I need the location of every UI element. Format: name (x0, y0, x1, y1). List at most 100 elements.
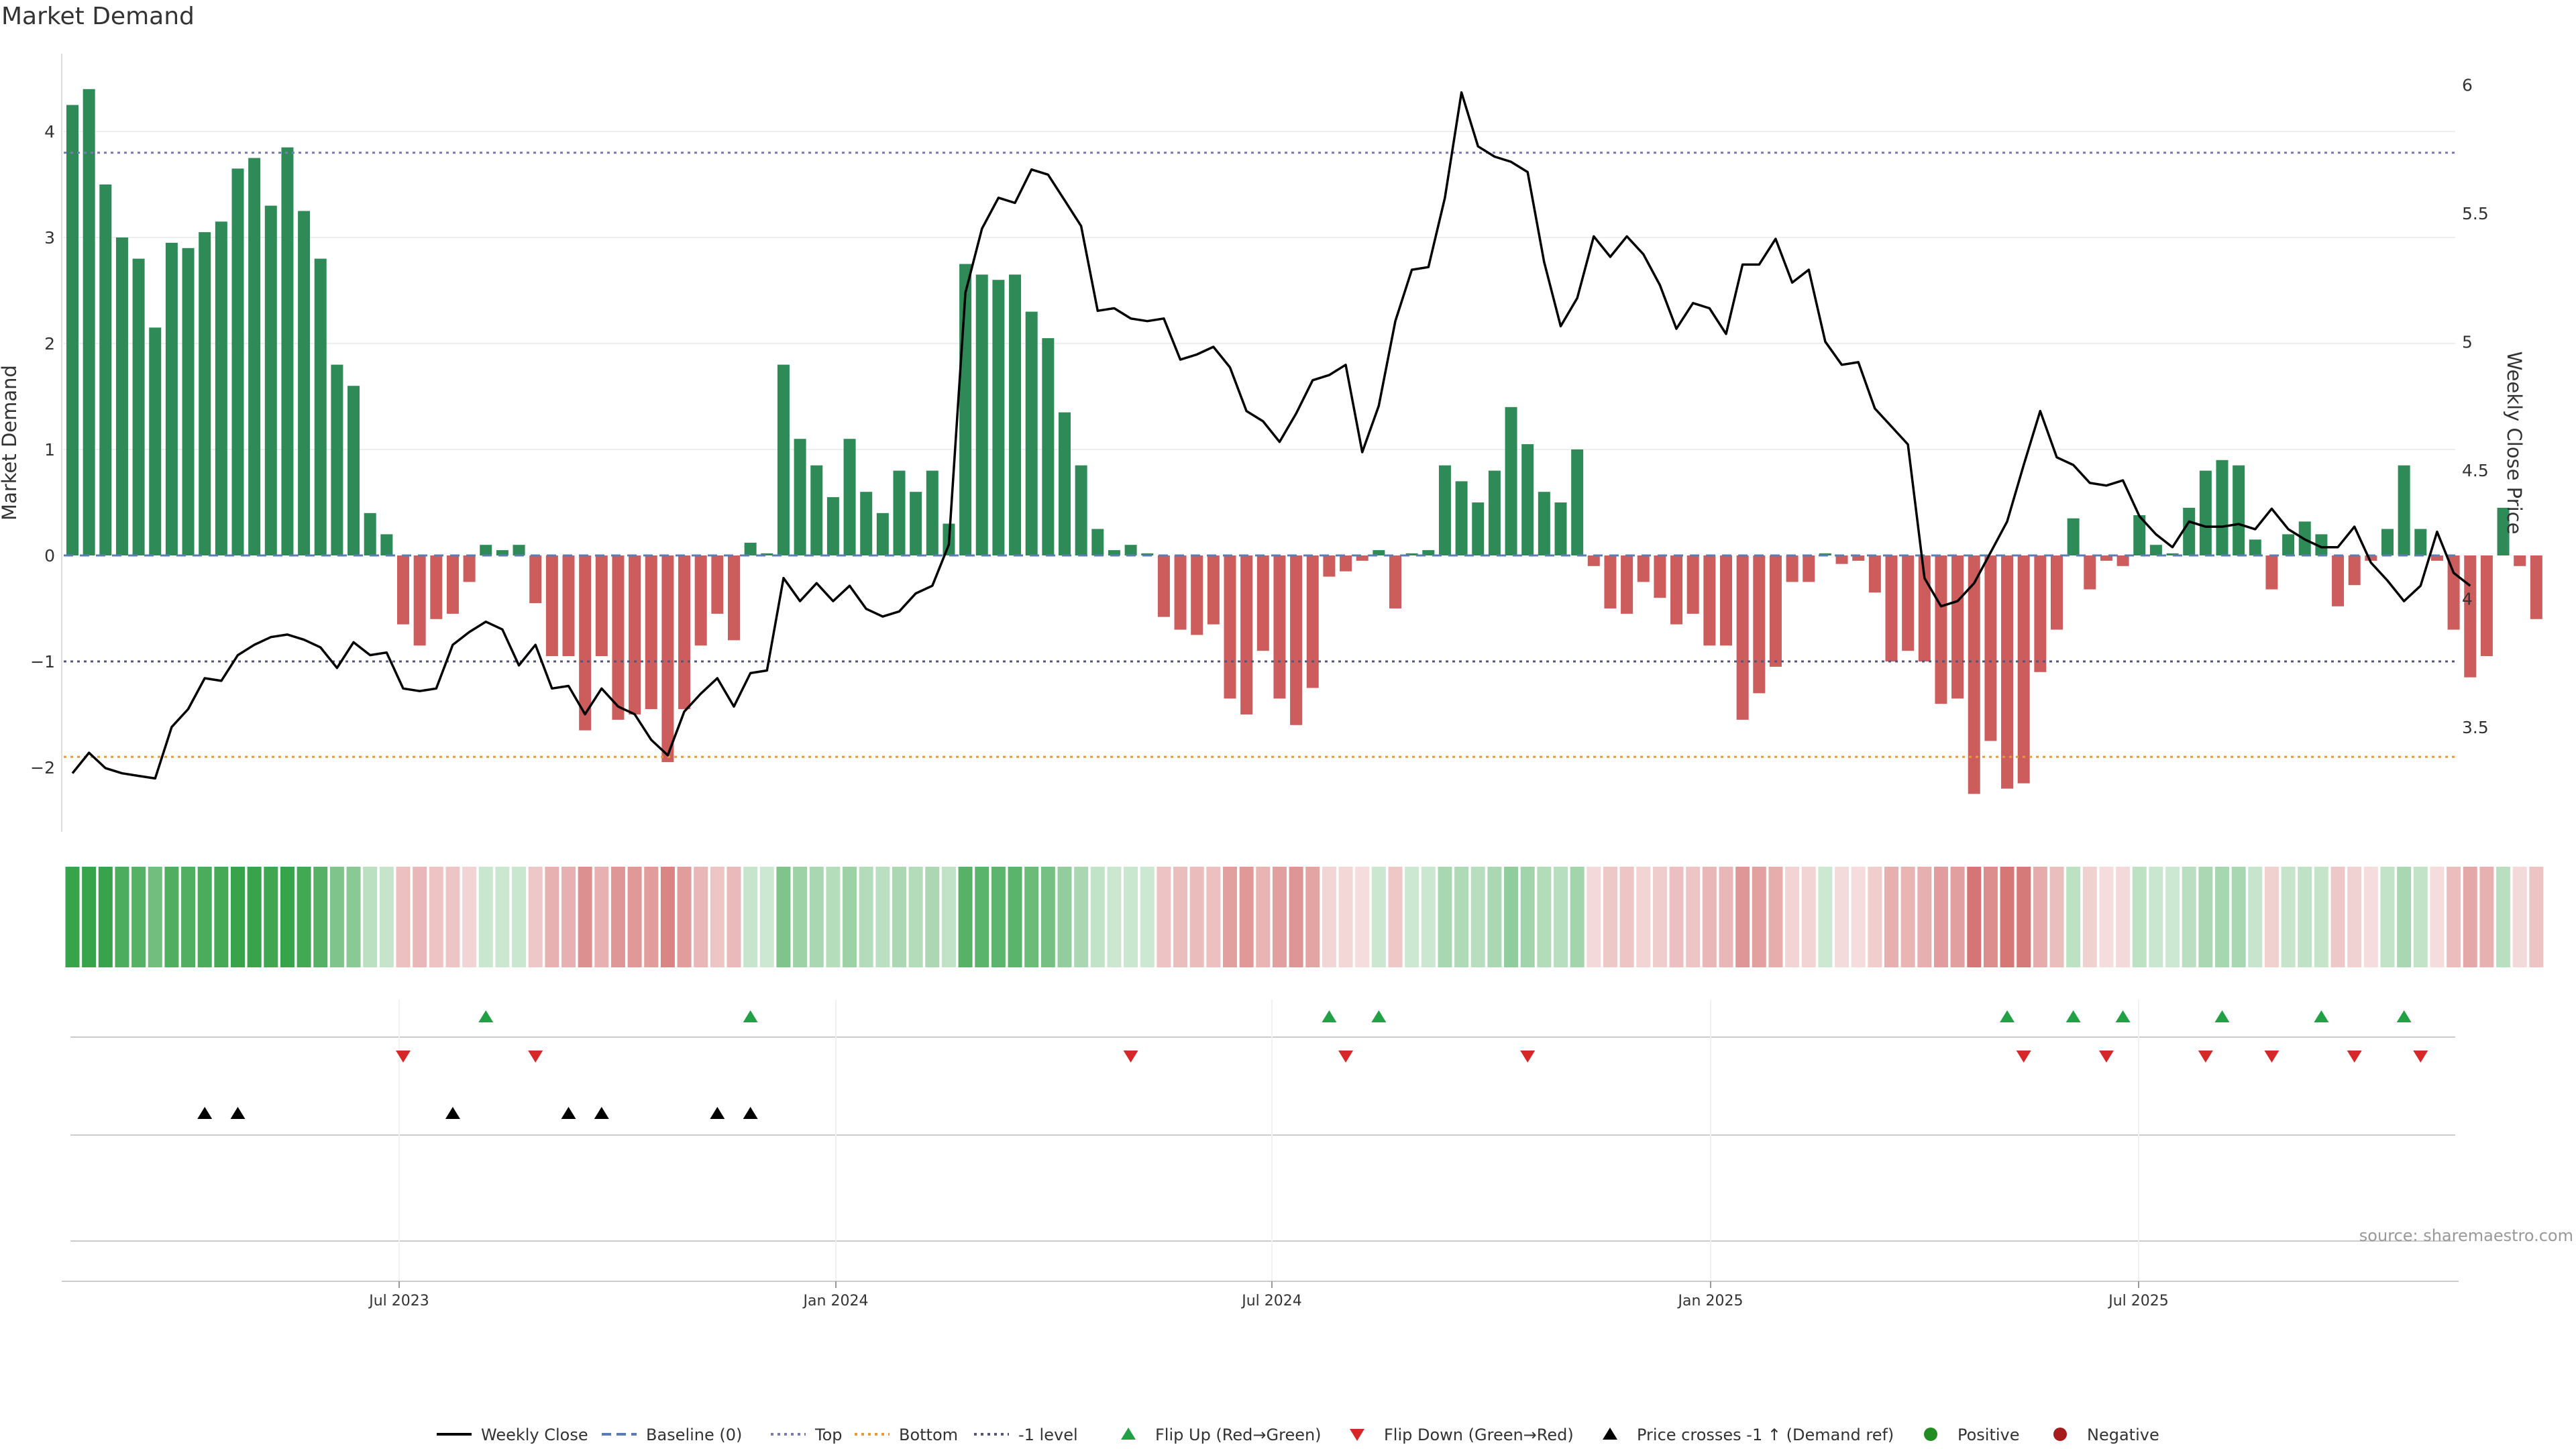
positive-demand-bar (1124, 545, 1137, 555)
positive-demand-bar (264, 205, 277, 556)
negative-demand-bar (2332, 555, 2345, 606)
y-left-tick-label: −1 (30, 652, 55, 672)
negative-demand-bar (2001, 555, 2014, 789)
positive-demand-bar (132, 258, 145, 555)
heat-cell (578, 867, 592, 967)
heat-cell (1917, 867, 1932, 967)
heat-cell (1454, 867, 1469, 967)
positive-demand-bar (2133, 515, 2146, 555)
heat-cell (2298, 867, 2312, 967)
heat-cell (2447, 867, 2461, 967)
positive-demand-bar (182, 248, 195, 555)
heat-cell (1520, 867, 1535, 967)
positive-demand-bar (860, 492, 873, 555)
positive-demand-bar (1538, 492, 1550, 555)
positive-demand-bar (975, 274, 988, 555)
negative-demand-bar (430, 555, 443, 619)
positive-demand-bar (199, 232, 211, 555)
positive-demand-bar (380, 534, 393, 555)
price-cross-marker (710, 1107, 725, 1119)
heat-cell (892, 867, 906, 967)
negative-demand-bar (2100, 555, 2112, 561)
positive-demand-bar (2067, 518, 2080, 555)
heat-cell (1272, 867, 1287, 967)
heat-cell (214, 867, 229, 967)
negative-demand-bar (2265, 555, 2278, 590)
positive-demand-bar (99, 184, 112, 555)
negative-demand-bar (1290, 555, 1303, 725)
heat-cell (2017, 867, 2031, 967)
y-right-tick-label: 4.5 (2462, 461, 2489, 480)
y-right-tick-label: 4 (2462, 589, 2473, 608)
positive-demand-bar (1521, 444, 1534, 555)
negative-demand-bar (397, 555, 409, 625)
positive-demand-bar (347, 386, 360, 555)
heat-cell (627, 867, 642, 967)
negative-demand-bar (661, 555, 674, 763)
negative-demand-bar (1224, 555, 1236, 699)
heat-cell (2165, 867, 2180, 967)
flip-up-marker (743, 1010, 758, 1022)
heat-cell (1057, 867, 1072, 967)
heat-cell (776, 867, 791, 967)
positive-demand-bar (1373, 550, 1385, 555)
heat-cell (594, 867, 609, 967)
negative-demand-bar (2430, 555, 2443, 561)
heat-cell (1537, 867, 1552, 967)
negative-demand-bar (1323, 555, 1336, 577)
heat-cell (82, 867, 97, 967)
flip-up-marker (2396, 1010, 2412, 1022)
heat-cell (958, 867, 973, 967)
negative-demand-bar (1240, 555, 1253, 714)
heat-cell (875, 867, 890, 967)
heat-cell (98, 867, 113, 967)
positive-demand-bar (314, 258, 327, 555)
heat-cell (561, 867, 576, 967)
negative-demand-bar (1786, 555, 1799, 582)
heat-cell (826, 867, 841, 967)
heat-cell (1933, 867, 1948, 967)
negative-demand-bar (678, 555, 691, 710)
heat-cell (1652, 867, 1667, 967)
heat-cell (2330, 867, 2345, 967)
heat-cell (843, 867, 857, 967)
heat-cell (2116, 867, 2131, 967)
negative-demand-bar (1637, 555, 1650, 582)
positive-demand-bar (83, 89, 95, 556)
positive-demand-bar (876, 513, 889, 555)
heat-cell (1801, 867, 1816, 967)
negative-demand-bar (2464, 555, 2477, 678)
positive-demand-bar (231, 168, 244, 556)
negative-demand-bar (1157, 555, 1170, 617)
positive-demand-bar (2233, 465, 2245, 555)
negative-demand-bar (1340, 555, 1352, 572)
heat-cell (115, 867, 129, 967)
negative-demand-bar (463, 555, 476, 582)
heat-cell (1851, 867, 1866, 967)
positive-demand-bar (1075, 465, 1087, 555)
positive-demand-bar (826, 497, 839, 555)
heat-cell (925, 867, 940, 967)
heat-cell (759, 867, 774, 967)
y-left-tick-label: 2 (44, 334, 55, 354)
flip-down-marker (396, 1051, 411, 1063)
heat-cell (528, 867, 543, 967)
positive-demand-bar (165, 242, 178, 555)
flip-down-marker (528, 1051, 543, 1063)
legend-label: Top (814, 1426, 843, 1444)
heat-cell (2413, 867, 2428, 967)
negative-demand-bar (2051, 555, 2063, 630)
heat-cell (793, 867, 808, 967)
negative-demand-bar (1951, 555, 1964, 699)
negative-demand-bar (711, 555, 724, 614)
heat-cell (1818, 867, 1833, 967)
heat-cell (1107, 867, 1122, 967)
flip-up-marker (478, 1010, 494, 1022)
legend-label: Flip Up (Red→Green) (1155, 1426, 1322, 1444)
heat-cell (1040, 867, 1055, 967)
legend-swatch (2053, 1428, 2067, 1441)
flip-down-marker (1338, 1051, 1354, 1063)
legend-swatch (1924, 1428, 1937, 1441)
heat-cell (2182, 867, 2196, 967)
positive-demand-bar (66, 105, 78, 555)
